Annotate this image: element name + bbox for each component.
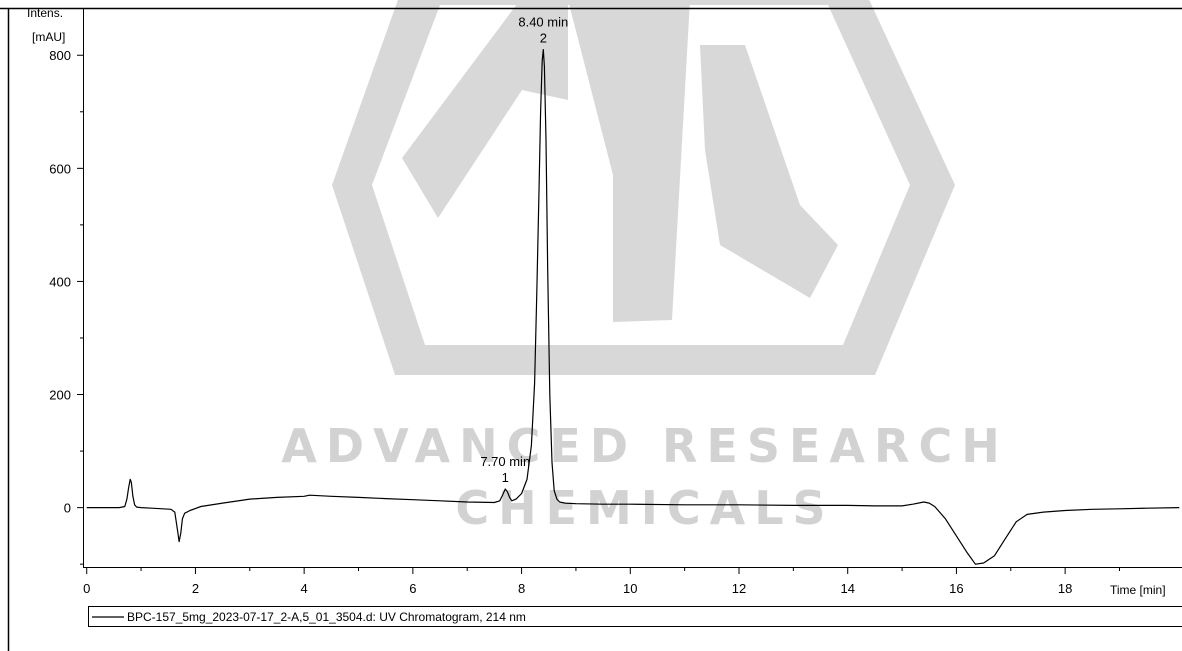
y-axis-title-line1: Intens. [27, 6, 63, 20]
watermark-hexagon-logo [332, 0, 955, 375]
y-tick-label: 600 [49, 161, 71, 176]
watermark-logo-stem [568, 0, 690, 322]
x-tick-label: 0 [83, 581, 90, 596]
x-axis-title: Time [min] [1110, 583, 1166, 597]
x-tick-label: 8 [518, 581, 525, 596]
watermark-logo-right-arm [700, 45, 838, 298]
peak-1-time-label: 7.70 min [480, 454, 530, 469]
legend-label: BPC-157_5mg_2023-07-17_2-A,5_01_3504.d: … [127, 610, 526, 624]
x-tick-label: 4 [301, 581, 308, 596]
watermark: ADVANCED RESEARCH CHEMICALS [281, 0, 1008, 535]
uv-chromatogram-trace [86, 49, 1180, 565]
y-tick-label: 0 [64, 501, 71, 516]
x-tick-label: 2 [192, 581, 199, 596]
x-tick-label: 6 [409, 581, 416, 596]
peak-1-number-label: 1 [502, 470, 509, 485]
x-tick-label: 12 [732, 581, 746, 596]
watermark-text-line2: CHEMICALS [455, 481, 834, 535]
legend: BPC-157_5mg_2023-07-17_2-A,5_01_3504.d: … [88, 606, 1182, 627]
y-tick-label: 200 [49, 388, 71, 403]
y-axis-title-line2: [mAU] [32, 30, 65, 44]
x-tick-label: 10 [623, 581, 637, 596]
y-tick-label: 400 [49, 274, 71, 289]
watermark-logo-left-arm [402, 0, 568, 218]
peak-2-time-label: 8.40 min [518, 15, 568, 30]
x-tick-label: 14 [840, 581, 854, 596]
peak-2-number-label: 2 [540, 31, 547, 46]
watermark-text-line1: ADVANCED RESEARCH [281, 419, 1008, 473]
y-tick-label: 800 [49, 48, 71, 63]
x-axis-ticks: 0 2 4 6 8 10 12 14 16 18 [83, 567, 1120, 596]
y-axis-ticks: 0 200 400 600 800 [49, 48, 84, 565]
x-tick-label: 16 [949, 581, 963, 596]
x-tick-label: 18 [1058, 581, 1072, 596]
